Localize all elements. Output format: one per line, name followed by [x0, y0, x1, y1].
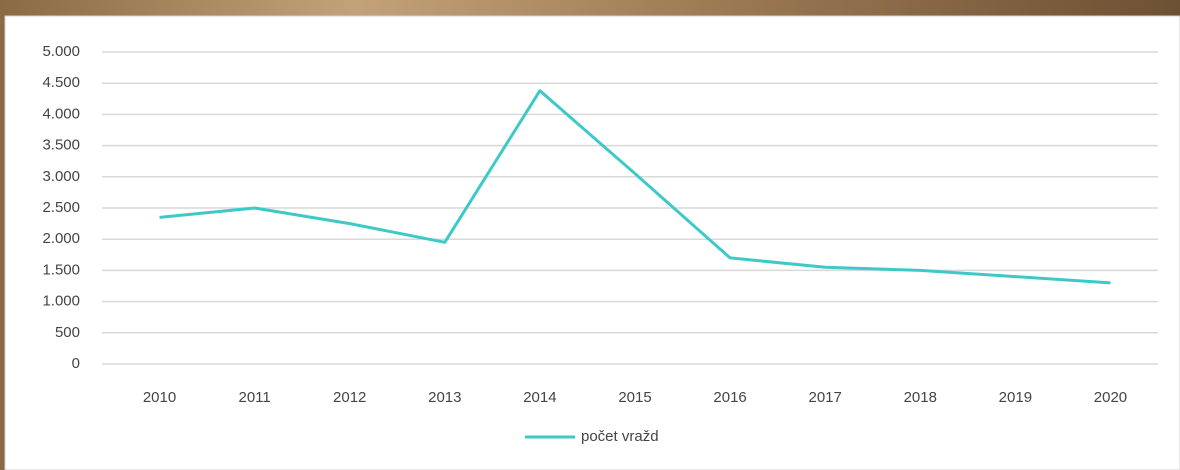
x-tick-label: 2019: [999, 389, 1032, 406]
page: 0 500 1.000 1.500 2.000 2.500 3.000 3.500 4.000 4…: [0, 0, 1180, 470]
y-tick-label: 3.000: [42, 168, 80, 185]
y-tick-label: 1.500: [42, 261, 80, 278]
x-tick-label: 2016: [713, 389, 746, 406]
y-tick-label: 0: [72, 355, 80, 372]
x-tick-label: 2018: [904, 389, 937, 406]
x-tick-label: 2014: [523, 389, 556, 406]
x-tick-label: 2015: [618, 389, 651, 406]
y-tick-label: 2.000: [42, 230, 80, 247]
x-tick-label: 2012: [333, 389, 366, 406]
y-tick-label: 1.000: [42, 293, 80, 310]
y-tick-label: 2.500: [42, 199, 80, 216]
legend-label: počet vražd: [581, 428, 659, 445]
y-tick-label: 3.500: [42, 137, 80, 154]
x-tick-label: 2010: [143, 389, 176, 406]
y-tick-label: 4.000: [42, 105, 80, 122]
chart: 0 500 1.000 1.500 2.000 2.500 3.000 3.500 4.000 4…: [0, 0, 1180, 470]
y-tick-label: 5.000: [42, 43, 80, 60]
x-tick-label: 2020: [1094, 389, 1127, 406]
y-tick-label: 500: [55, 324, 80, 341]
x-tick-label: 2013: [428, 389, 461, 406]
x-tick-label: 2011: [239, 389, 271, 406]
x-tick-label: 2017: [808, 389, 841, 406]
y-tick-label: 4.500: [42, 74, 80, 91]
